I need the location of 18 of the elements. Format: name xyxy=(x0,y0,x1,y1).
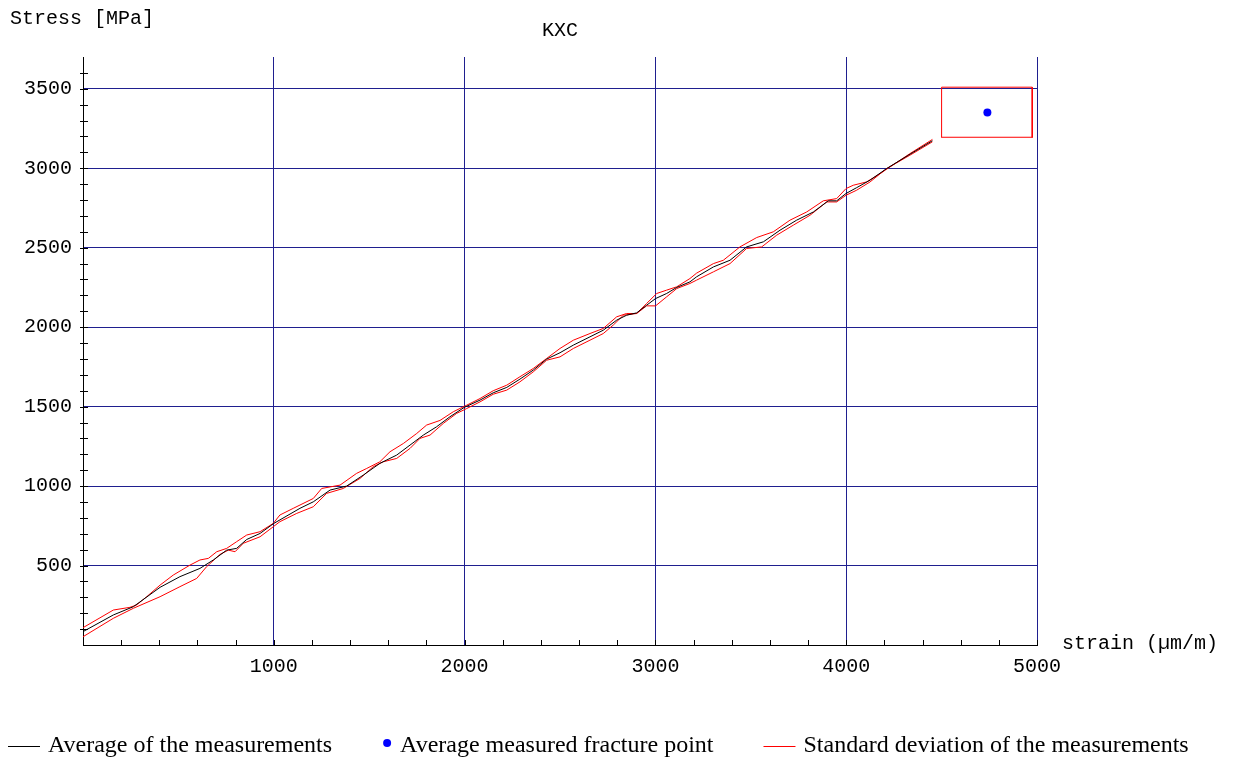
y-tick-label: 1500 xyxy=(23,394,72,418)
x-axis-title: strain (µm/m) xyxy=(1062,632,1219,656)
y-tick-label: 2000 xyxy=(23,315,72,339)
x-tick-label: 1000 xyxy=(249,655,298,679)
x-tick-label: 3000 xyxy=(631,655,680,679)
x-tick-label: 5000 xyxy=(1012,655,1062,679)
y-axis-title: Stress [MPa] xyxy=(10,7,155,31)
chart-title: KXC xyxy=(541,19,579,43)
x-tick-label: 2000 xyxy=(440,655,489,679)
legend-label: Average of the measurements xyxy=(48,731,333,758)
legend-label: Standard deviation of the measurements xyxy=(803,731,1189,758)
y-tick-label: 3500 xyxy=(23,77,72,101)
x-tick-label: 4000 xyxy=(822,655,871,679)
y-tick-label: 1000 xyxy=(23,474,72,498)
y-tick-label: 3000 xyxy=(23,156,72,180)
legend-label: Average measured fracture point xyxy=(400,731,714,758)
y-tick-label: 500 xyxy=(35,553,72,577)
y-tick-label: 2500 xyxy=(23,236,72,259)
